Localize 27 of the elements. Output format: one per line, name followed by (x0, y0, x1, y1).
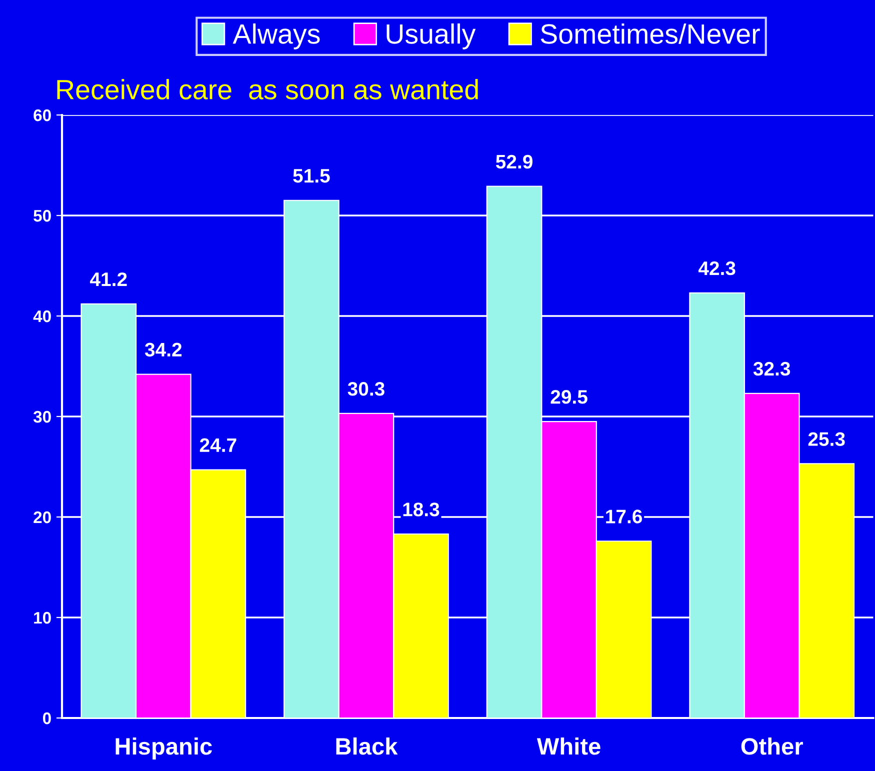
data-label: 24.7 (200, 438, 236, 452)
y-tick-label: 40 (33, 310, 51, 322)
data-label: 52.9 (496, 154, 532, 169)
data-label: 32.3 (753, 362, 790, 376)
data-label: 51.5 (293, 169, 330, 183)
x-tick-label: Hispanic (116, 737, 212, 760)
legend-label: Sometimes/Never (540, 23, 760, 44)
data-label: 34.2 (144, 342, 182, 357)
data-label: 18.3 (403, 502, 440, 516)
data-label: 29.5 (550, 390, 588, 404)
data-label: 30.3 (348, 382, 384, 396)
y-tick-label: 10 (34, 612, 51, 624)
data-label: 42.3 (698, 261, 736, 276)
data-label: 25.3 (808, 432, 845, 446)
legend-label: Usually (386, 23, 476, 50)
y-tick-label: 60 (34, 109, 51, 122)
legend-label: Always (232, 23, 320, 50)
x-tick-label: Other (741, 737, 803, 755)
chart-title: Received care as soon as wanted (57, 79, 478, 100)
y-tick-label: 0 (42, 712, 51, 724)
x-tick-label: Black (336, 737, 398, 755)
x-tick-label: White (536, 737, 600, 755)
y-tick-label: 50 (34, 210, 51, 222)
y-tick-label: 20 (34, 511, 51, 524)
data-label: 17.6 (606, 510, 642, 524)
data-label: 41.2 (90, 272, 127, 286)
y-tick-label: 30 (33, 410, 51, 423)
